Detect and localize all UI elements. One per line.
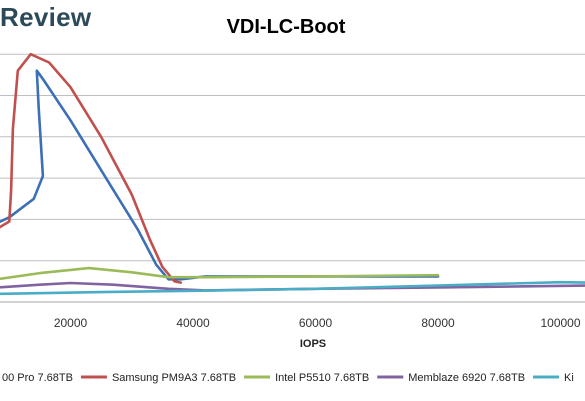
grid-lines bbox=[0, 53, 585, 303]
chart-title: VDI-LC-Boot bbox=[227, 16, 346, 38]
series-line-2 bbox=[0, 52, 183, 284]
x-tick-label: 40000 bbox=[176, 316, 210, 330]
series-line-5 bbox=[0, 280, 585, 296]
series-line-1 bbox=[0, 69, 440, 281]
x-tick-labels: 20000 40000 60000 80000 100000 bbox=[54, 316, 581, 330]
x-tick-label: 20000 bbox=[54, 316, 88, 330]
x-tick-label: 80000 bbox=[421, 316, 455, 330]
legend-label: Samsung PM9A3 7.68TB bbox=[112, 372, 236, 384]
brand-logo-text: Review bbox=[0, 2, 92, 32]
legend: 00 Pro 7.68TB Samsung PM9A3 7.68TB Intel P… bbox=[2, 372, 574, 384]
series-line-3 bbox=[0, 266, 440, 281]
legend-label: Ki bbox=[564, 372, 574, 384]
legend-label: Memblaze 6920 7.68TB bbox=[408, 372, 525, 384]
legend-label: Intel P5510 7.68TB bbox=[275, 372, 369, 384]
x-tick-label: 60000 bbox=[299, 316, 333, 330]
series-lines bbox=[0, 52, 585, 296]
x-axis-label: IOPS bbox=[300, 338, 326, 350]
x-tick-label: 100000 bbox=[540, 316, 580, 330]
legend-label: 00 Pro 7.68TB bbox=[2, 372, 73, 384]
